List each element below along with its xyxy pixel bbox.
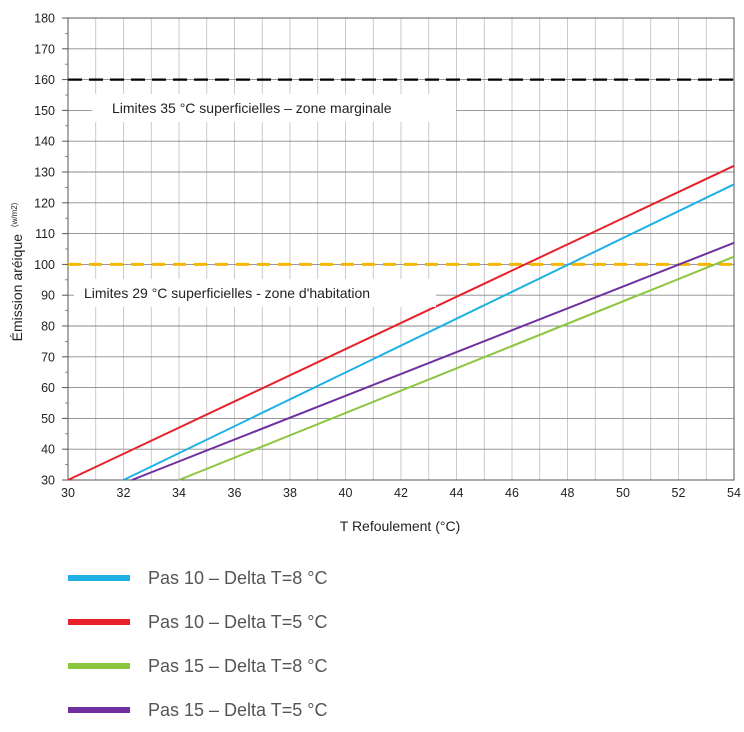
series-line-2 xyxy=(67,164,735,481)
legend-swatch xyxy=(68,663,130,669)
y-tick-label: 30 xyxy=(41,474,55,488)
y-axis-title: Émission aréique (w/m2) xyxy=(9,202,25,341)
living-zone-label-bg xyxy=(74,279,436,307)
x-tick-label: 52 xyxy=(672,486,686,500)
y-tick-label: 90 xyxy=(41,289,55,303)
y-tick-label: 40 xyxy=(41,443,55,457)
chart: Limites 35 °C superficielles – zone marg… xyxy=(9,12,741,535)
y-tick-label: 140 xyxy=(34,135,55,149)
legend-swatch xyxy=(68,619,130,625)
x-tick-label: 40 xyxy=(339,486,353,500)
y-tick-label: 60 xyxy=(41,381,55,395)
series-lines xyxy=(67,164,735,481)
y-tick-label: 100 xyxy=(34,258,55,272)
marginal-zone-label-bg xyxy=(92,94,456,122)
x-tick-label: 42 xyxy=(394,486,408,500)
series-line-3 xyxy=(178,255,735,481)
x-tick-label: 36 xyxy=(228,486,242,500)
x-tick-label: 32 xyxy=(117,486,131,500)
reference-lines xyxy=(68,78,734,266)
y-tick-label: 120 xyxy=(34,196,55,210)
y-tick-label: 80 xyxy=(41,320,55,334)
x-tick-label: 48 xyxy=(561,486,575,500)
legend-swatch xyxy=(68,707,130,713)
y-tick-label: 50 xyxy=(41,412,55,426)
annotations: Limites 35 °C superficielles – zone marg… xyxy=(74,94,456,307)
legend-item: Pas 15 – Delta T=8 °C xyxy=(68,644,327,688)
x-tick-label: 34 xyxy=(172,486,186,500)
legend-label: Pas 15 – Delta T=8 °C xyxy=(148,655,328,676)
x-tick-label: 30 xyxy=(61,486,75,500)
legend-item: Pas 10 – Delta T=5 °C xyxy=(68,600,327,644)
y-tick-label: 170 xyxy=(34,42,55,56)
legend-label: Pas 15 – Delta T=5 °C xyxy=(148,699,328,720)
x-tick-label: 50 xyxy=(616,486,630,500)
y-tick-label: 70 xyxy=(41,350,55,364)
legend-swatch xyxy=(68,575,130,581)
legend-item: Pas 15 – Delta T=5 °C xyxy=(68,688,327,732)
y-axis-title-unit: (w/m2) xyxy=(10,202,19,227)
series-line-1 xyxy=(123,183,735,481)
y-tick-label: 130 xyxy=(34,166,55,180)
y-tick-label: 180 xyxy=(34,12,55,26)
x-axis-title: T Refoulement (°C) xyxy=(340,518,461,534)
series-line-4 xyxy=(131,241,735,481)
x-tick-label: 44 xyxy=(450,486,464,500)
legend-label: Pas 10 – Delta T=8 °C xyxy=(148,567,328,588)
y-axis-title-text: Émission aréique xyxy=(9,234,25,342)
y-tick-label: 160 xyxy=(34,73,55,87)
y-tick-label: 110 xyxy=(35,227,55,241)
plot-frame xyxy=(67,17,735,481)
tick-labels: 30 32 34 36 38 40 42 44 46 48 50 52 54 30 40 50 60 70 80 90… xyxy=(34,12,741,501)
living-zone-label: Limites 29 °C superficielles - zone d'ha… xyxy=(84,285,370,301)
x-tick-label: 54 xyxy=(727,486,741,500)
legend-item: Pas 10 – Delta T=8 °C xyxy=(68,556,327,600)
legend: Pas 10 – Delta T=8 °C Pas 10 – Delta T=5… xyxy=(68,556,327,732)
y-tick-label: 150 xyxy=(34,104,55,118)
x-tick-label: 38 xyxy=(283,486,297,500)
grid xyxy=(62,17,735,481)
marginal-zone-label: Limites 35 °C superficielles – zone marg… xyxy=(112,100,392,116)
legend-label: Pas 10 – Delta T=5 °C xyxy=(148,611,328,632)
x-tick-label: 46 xyxy=(505,486,519,500)
